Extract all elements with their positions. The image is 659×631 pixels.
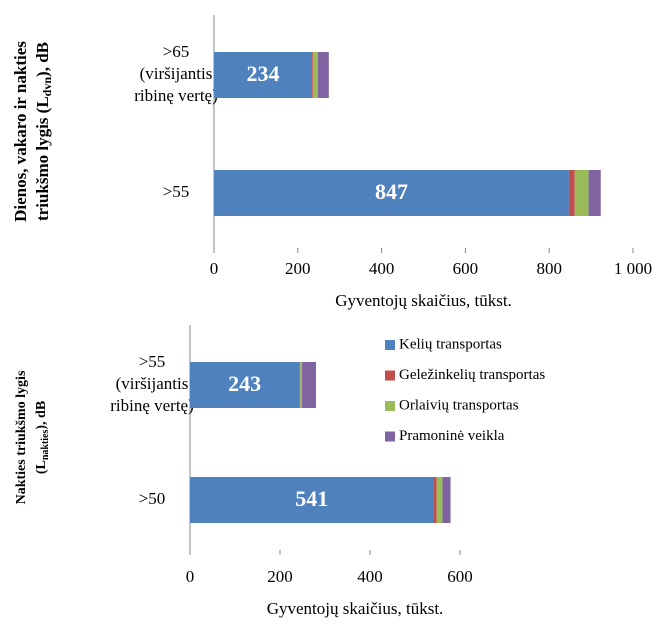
y-tick-label: ribinę vertę) [134,86,218,105]
y-axis-title-line: triukšmo lygis (L [33,96,52,221]
legend-swatch [385,401,395,411]
bar-segment [568,170,575,216]
y-axis-title-line: Dienos, vakaro ir nakties [11,41,30,222]
x-tick-label: 400 [357,567,383,586]
x-axis-title: Gyventojų skaičius, tūkst. [267,599,444,618]
bar-segment [588,170,601,216]
legend-swatch [385,340,395,350]
value-label: 243 [228,371,261,396]
bar-segment [214,170,569,216]
bar-segment [442,477,451,523]
x-tick-label: 0 [210,259,219,278]
y-tick-label: (viršijantis [116,374,189,393]
x-tick-label: 600 [453,259,479,278]
bar-segment [312,52,313,98]
y-axis-title: Dienos, vakaro ir nakties triukšmo lygis … [11,41,54,222]
bar-segment [214,52,313,98]
bar-segment [299,362,301,408]
x-tick-label: 600 [447,567,473,586]
y-axis-title-line: (L [34,460,49,474]
y-axis-title-sub: nakties [40,430,51,461]
bar-segment [312,52,318,98]
legend-swatch [385,431,395,442]
y-tick-label: >55 [163,182,190,201]
legend-label: Kelių transportas [399,336,502,352]
y-tick-label: >65 [163,42,190,61]
y-axis-title-line: ), dB [33,42,52,77]
legend-label: Orlaivių transportas [399,397,519,413]
x-axis-title: Gyventojų skaičius, tūkst. [335,291,512,310]
bar-segment [433,477,437,523]
bar-segment [436,477,443,523]
bar-segment [574,170,589,216]
legend-label: Pramoninė veikla [399,428,505,444]
y-axis-title-sub: dvn [40,77,54,97]
value-label: 234 [247,61,280,86]
x-tick-label: 400 [369,259,395,278]
x-tick-label: 0 [186,567,195,586]
y-tick-label: >50 [139,489,166,508]
legend-swatch [385,370,395,381]
y-axis-title-line: Nakties triukšmo lygis [14,370,29,504]
value-label: 541 [295,486,328,511]
bar-segment [300,362,303,408]
bar-segment [190,362,300,408]
x-tick-label: 1 000 [614,259,652,278]
x-tick-label: 800 [536,259,562,278]
y-tick-label: (viršijantis [140,64,213,83]
bar-segment [302,362,316,408]
y-axis-title-line: ), dB [34,401,49,430]
bar-segment [317,52,329,98]
legend-label: Geležinkelių transportas [399,367,545,383]
x-tick-label: 200 [285,259,311,278]
x-tick-label: 200 [267,567,293,586]
y-tick-label: >55 [139,352,166,371]
y-tick-label: ribinę vertę) [110,396,194,415]
value-label: 847 [375,179,408,204]
y-axis-title: Nakties triukšmo lygis (Lnakties), dB [14,370,51,504]
bar-segment [190,477,434,523]
